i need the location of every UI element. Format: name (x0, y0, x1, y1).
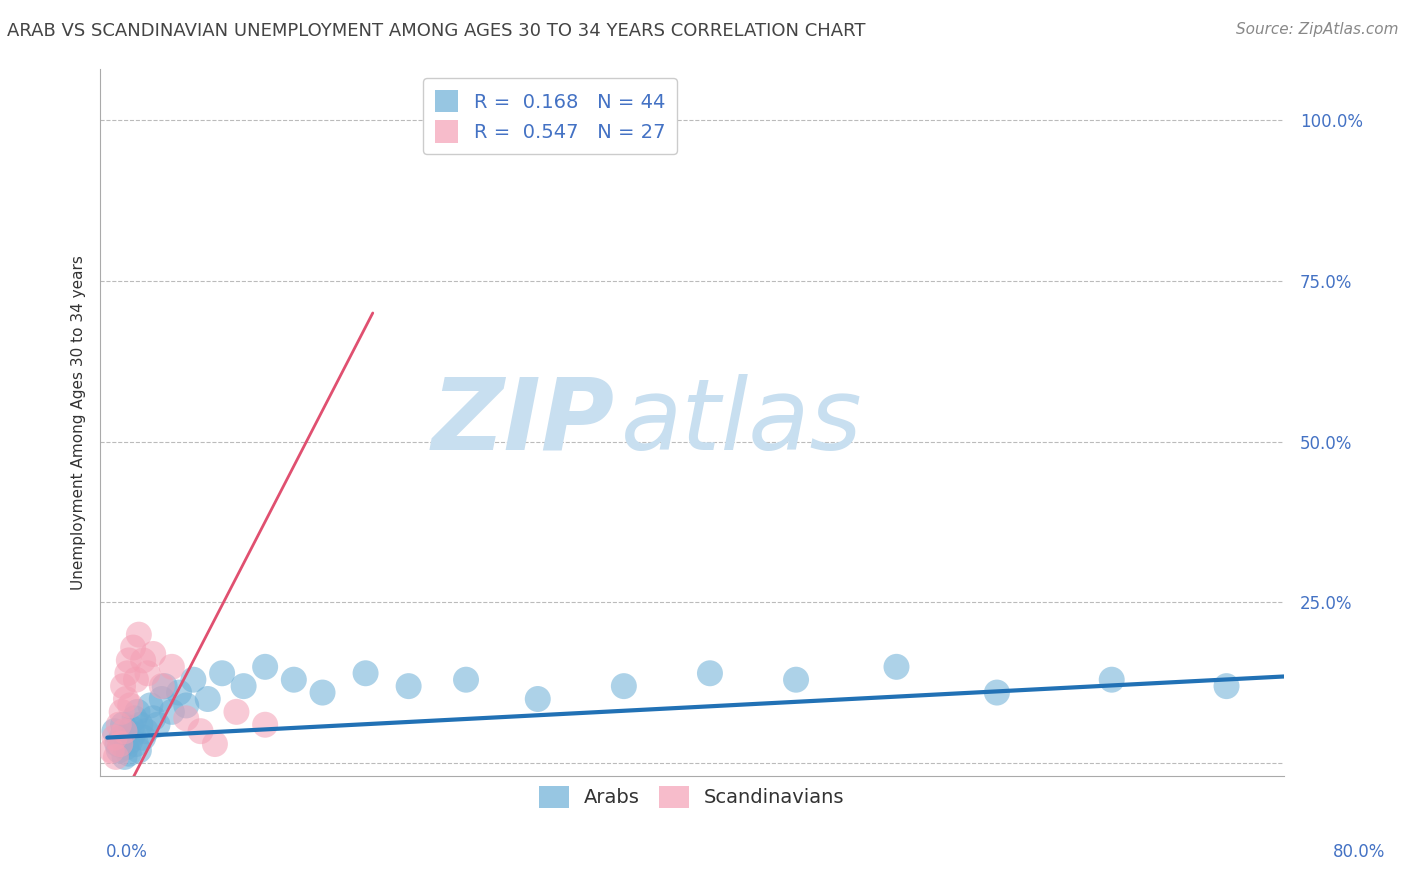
Point (117, 666, 139, 681)
Point (125, 673, 148, 687)
Point (526, 692, 548, 706)
Point (124, 711, 146, 725)
Point (354, 666, 377, 681)
Point (111, 705, 134, 719)
Point (454, 673, 477, 687)
Point (311, 685, 333, 699)
Point (498, 113, 520, 128)
Point (174, 698, 197, 713)
Point (128, 743, 150, 757)
Point (167, 685, 190, 699)
Point (153, 679, 176, 693)
Point (1215, 679, 1237, 693)
Point (197, 692, 219, 706)
Point (120, 734, 142, 748)
Point (132, 653, 155, 667)
Point (122, 640, 145, 655)
Point (398, 679, 420, 693)
Point (160, 705, 183, 719)
Point (283, 673, 305, 687)
Point (204, 737, 226, 751)
Point (142, 647, 165, 661)
Text: ARAB VS SCANDINAVIAN UNEMPLOYMENT AMONG AGES 30 TO 34 YEARS CORRELATION CHART: ARAB VS SCANDINAVIAN UNEMPLOYMENT AMONG … (7, 22, 866, 40)
Point (115, 692, 138, 706)
Point (127, 705, 149, 719)
Point (613, 679, 636, 693)
Point (254, 717, 277, 731)
Text: 0.0%: 0.0% (105, 843, 148, 861)
Text: Source: ZipAtlas.com: Source: ZipAtlas.com (1236, 22, 1399, 37)
Point (160, 660, 183, 674)
Point (254, 660, 277, 674)
Text: 80.0%: 80.0% (1333, 843, 1385, 861)
Point (122, 727, 145, 741)
Text: atlas: atlas (621, 374, 863, 471)
Point (225, 705, 247, 719)
Point (125, 737, 148, 751)
Point (785, 673, 807, 687)
Point (440, 113, 463, 128)
Point (183, 673, 205, 687)
Point (128, 628, 150, 642)
Point (150, 692, 173, 706)
Point (986, 685, 1008, 699)
Point (112, 679, 135, 693)
Y-axis label: Unemployment Among Ages 30 to 34 years: Unemployment Among Ages 30 to 34 years (72, 255, 86, 590)
Point (121, 721, 143, 735)
Point (699, 666, 721, 681)
Point (142, 711, 165, 725)
Point (114, 724, 136, 739)
Point (150, 679, 173, 693)
Point (1101, 673, 1123, 687)
Point (139, 698, 162, 713)
Point (111, 731, 134, 745)
Point (118, 747, 141, 761)
Point (103, 724, 125, 739)
Point (146, 717, 169, 731)
Point (103, 731, 125, 745)
Point (105, 737, 128, 751)
Point (190, 724, 212, 739)
Point (114, 750, 136, 764)
Point (174, 711, 197, 725)
Point (129, 717, 152, 731)
Point (136, 666, 159, 681)
Text: ZIP: ZIP (432, 374, 614, 471)
Point (120, 698, 142, 713)
Point (135, 724, 157, 739)
Point (104, 750, 127, 764)
Point (211, 666, 233, 681)
Legend: Arabs, Scandinavians: Arabs, Scandinavians (531, 778, 852, 816)
Point (107, 743, 129, 757)
Point (110, 737, 132, 751)
Point (886, 660, 908, 674)
Point (132, 731, 155, 745)
Point (107, 717, 129, 731)
Point (470, 113, 492, 128)
Point (118, 653, 141, 667)
Point (232, 679, 254, 693)
Point (100, 743, 122, 757)
Point (115, 740, 138, 755)
Point (112, 717, 135, 731)
